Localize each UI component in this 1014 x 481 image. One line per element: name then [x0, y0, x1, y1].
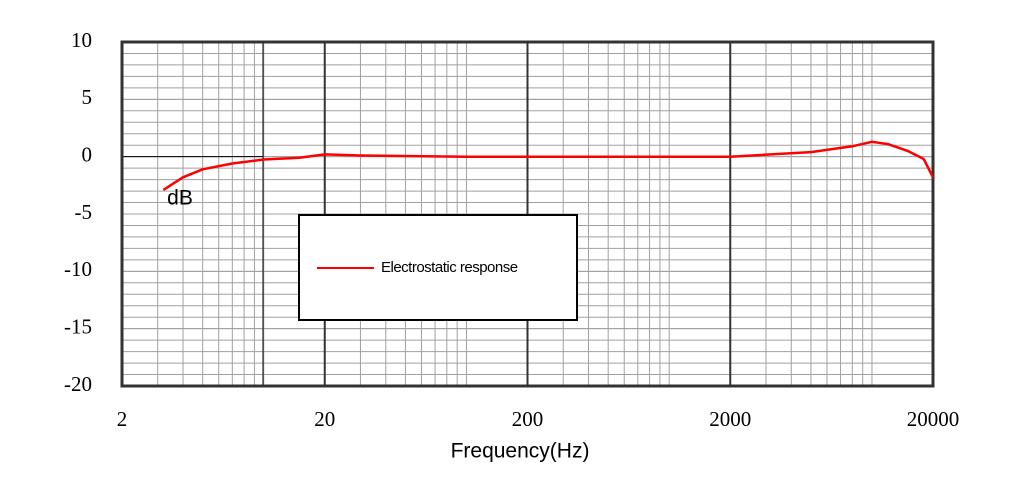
y-tick-label: -10 — [64, 257, 92, 281]
legend: Electrostatic response — [298, 214, 578, 321]
x-tick-label: 2 — [117, 407, 128, 431]
plot-frame — [120, 40, 935, 388]
x-tick-label: 20000 — [907, 407, 960, 431]
x-tick-label: 20 — [314, 407, 335, 431]
x-axis-label: Frequency(Hz) — [451, 440, 590, 463]
y-tick-label: -20 — [64, 372, 92, 396]
y-tick-label: -15 — [64, 314, 92, 338]
legend-label: Electrostatic response — [381, 259, 518, 276]
data-line — [162, 140, 935, 191]
x-tick-label: 2000 — [709, 407, 751, 431]
y-tick-label: 0 — [82, 142, 93, 166]
y-tick-label: -5 — [75, 200, 93, 224]
y-axis-label: dB — [167, 187, 193, 210]
y-tick-label: 10 — [71, 28, 92, 52]
y-tick-label: 5 — [82, 85, 93, 109]
x-tick-label: 200 — [512, 407, 544, 431]
